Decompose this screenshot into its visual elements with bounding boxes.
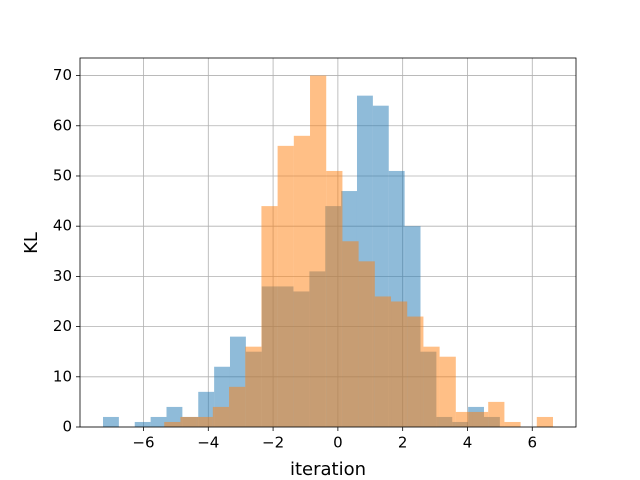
- histogram-bar: [374, 296, 392, 427]
- x-tick-label: −4: [197, 434, 219, 452]
- histogram-bar: [342, 241, 359, 427]
- histogram-bar: [277, 145, 294, 427]
- y-tick-label: 70: [53, 66, 72, 84]
- x-tick-label: 4: [463, 434, 473, 452]
- histogram-bar: [472, 411, 489, 427]
- histogram-bar: [455, 411, 473, 427]
- x-tick-label: 6: [527, 434, 537, 452]
- histogram-bar: [212, 406, 230, 427]
- x-tick-label: 0: [333, 434, 343, 452]
- y-tick-label: 40: [53, 217, 72, 235]
- histogram-bar: [536, 416, 553, 427]
- histogram-bar: [103, 416, 119, 427]
- histogram-bar: [293, 135, 311, 427]
- plot-frame: [79, 57, 577, 428]
- histogram-bar: [358, 261, 375, 427]
- x-tick-label: 2: [398, 434, 408, 452]
- histogram-bar: [229, 386, 246, 427]
- histogram-bar: [245, 346, 262, 427]
- histogram-bar: [423, 346, 440, 427]
- histogram-bar: [310, 75, 327, 428]
- histogram-bar: [439, 356, 456, 427]
- y-tick-label: 10: [53, 367, 72, 385]
- histogram-bar: [326, 170, 343, 428]
- histogram-bar: [164, 421, 181, 427]
- histogram-bar: [150, 416, 167, 427]
- y-tick-label: 60: [53, 116, 72, 134]
- histogram-bar: [134, 421, 151, 427]
- y-tick-label: 0: [62, 418, 72, 436]
- histogram-bar: [180, 416, 197, 427]
- histogram-bar: [391, 301, 408, 427]
- y-tick-label: 30: [53, 267, 72, 285]
- histogram-bar: [504, 421, 521, 427]
- x-tick-label: −6: [132, 434, 154, 452]
- histogram-bar: [261, 206, 278, 427]
- histogram-bar: [196, 416, 213, 427]
- histogram-bar: [488, 401, 505, 427]
- x-tick-label: −2: [262, 434, 284, 452]
- x-axis-label: iteration: [290, 459, 366, 480]
- y-axis-label: KL: [21, 232, 42, 254]
- y-tick-label: 50: [53, 166, 72, 184]
- histogram-bar: [407, 316, 424, 427]
- y-tick-label: 20: [53, 317, 72, 335]
